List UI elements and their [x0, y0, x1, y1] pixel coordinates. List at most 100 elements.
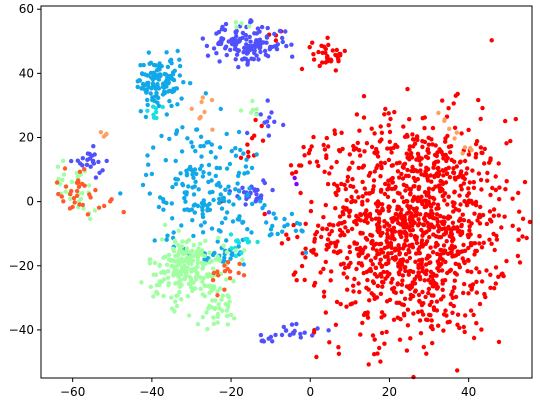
scatter-point: [96, 205, 102, 210]
scatter-point: [462, 158, 468, 164]
scatter-point: [235, 239, 241, 244]
scatter-point: [199, 154, 204, 159]
scatter-point: [221, 195, 226, 201]
scatter-point: [214, 51, 219, 56]
scatter-point: [147, 61, 152, 66]
scatter-point: [88, 216, 93, 222]
scatter-point: [279, 332, 285, 338]
scatter-point: [227, 191, 232, 196]
scatter-point: [484, 268, 489, 273]
scatter-point: [419, 227, 424, 233]
scatter-point: [409, 154, 414, 159]
scatter-point: [250, 98, 255, 104]
scatter-point: [213, 155, 218, 160]
scatter-point: [118, 191, 123, 196]
scatter-point: [424, 317, 429, 322]
scatter-point: [411, 206, 416, 212]
scatter-point: [197, 116, 202, 121]
scatter-point: [430, 142, 435, 147]
scatter-point: [368, 258, 374, 263]
scatter-point: [193, 148, 198, 154]
scatter-point: [210, 127, 215, 132]
scatter-point: [174, 129, 179, 134]
scatter-point: [234, 47, 240, 52]
scatter-point: [179, 96, 184, 101]
scatter-point: [207, 303, 212, 309]
scatter-point: [203, 283, 208, 288]
scatter-point: [218, 39, 223, 44]
scatter-point: [460, 151, 465, 156]
scatter-point: [89, 153, 95, 158]
scatter-point: [478, 204, 483, 210]
scatter-point: [435, 202, 441, 207]
scatter-point: [455, 91, 460, 97]
scatter-point: [224, 166, 230, 171]
scatter-point: [379, 315, 384, 320]
scatter-point: [450, 200, 455, 205]
scatter-point: [199, 252, 205, 257]
scatter-point: [404, 238, 409, 243]
scatter-point: [289, 322, 295, 327]
scatter-point: [437, 183, 442, 188]
scatter-point: [455, 312, 461, 317]
scatter-point: [155, 82, 160, 87]
scatter-point: [411, 137, 416, 142]
scatter-point: [380, 250, 386, 255]
scatter-point: [141, 62, 146, 68]
scatter-point: [429, 318, 434, 323]
scatter-point: [345, 229, 351, 234]
scatter-point: [330, 48, 335, 53]
scatter-point: [80, 202, 86, 208]
scatter-point: [289, 211, 295, 217]
scatter-point: [385, 187, 390, 192]
scatter-point: [329, 58, 334, 63]
scatter-point: [191, 253, 196, 259]
scatter-point: [321, 215, 326, 220]
scatter-point: [440, 278, 445, 283]
scatter-point: [160, 104, 165, 110]
scatter-point: [334, 159, 339, 165]
scatter-point: [236, 170, 242, 176]
scatter-point: [257, 38, 262, 43]
scatter-point: [164, 237, 169, 242]
scatter-point: [377, 224, 382, 230]
scatter-point: [326, 144, 331, 149]
scatter-point: [217, 258, 222, 263]
scatter-point: [469, 243, 474, 248]
scatter-point: [358, 251, 364, 256]
scatter-point: [473, 155, 478, 160]
x-tick-label: 20: [382, 385, 397, 399]
scatter-point: [451, 203, 456, 209]
scatter-point: [150, 77, 156, 82]
scatter-point: [217, 196, 222, 202]
scatter-point: [204, 272, 210, 277]
scatter-point: [385, 146, 390, 151]
scatter-point: [167, 136, 172, 142]
scatter-point: [194, 171, 199, 177]
scatter-point: [390, 219, 395, 224]
scatter-point: [244, 42, 249, 47]
scatter-point: [291, 272, 296, 277]
scatter-point: [203, 91, 208, 96]
scatter-point: [432, 216, 437, 221]
scatter-point: [360, 179, 365, 185]
scatter-point: [372, 150, 377, 155]
scatter-point: [487, 209, 493, 214]
scatter-point: [173, 181, 179, 187]
scatter-point: [341, 212, 346, 217]
scatter-point: [445, 202, 450, 207]
scatter-point: [473, 199, 479, 205]
scatter-point: [444, 171, 450, 176]
scatter-point: [140, 71, 145, 77]
scatter-point: [200, 36, 205, 41]
scatter-point: [182, 195, 187, 201]
scatter-point: [191, 192, 197, 197]
scatter-point: [439, 226, 445, 232]
scatter-point: [406, 272, 411, 277]
scatter-point: [179, 297, 184, 302]
scatter-point: [458, 202, 463, 207]
scatter-point: [171, 230, 176, 235]
scatter-point: [374, 248, 379, 253]
scatter-point: [438, 252, 443, 257]
scatter-point: [189, 269, 194, 274]
